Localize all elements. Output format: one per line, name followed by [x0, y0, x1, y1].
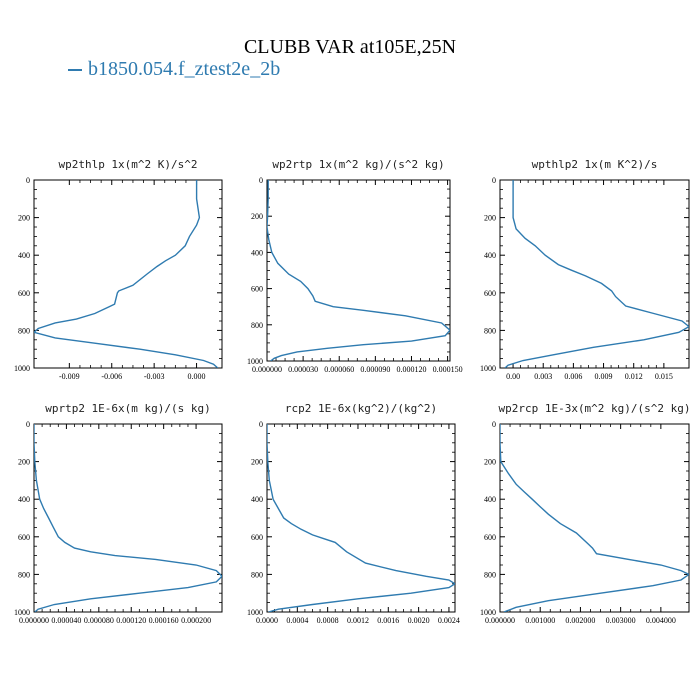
panel-6-xtick-label: 0.002000 — [565, 616, 595, 625]
panel-4-xtick-label: 0.000040 — [51, 616, 81, 625]
panel-3-xtick-label: 0.009 — [595, 372, 613, 381]
panel-2-xtick-label: 0.000060 — [324, 365, 354, 374]
panel-3-xtick-label: 0.006 — [564, 372, 582, 381]
panel-6-ytick-label: 0 — [492, 420, 496, 429]
panel-4-ytick-label: 600 — [18, 533, 30, 542]
panel-1-ytick-label: 600 — [18, 289, 30, 298]
panel-4-title: wprtp2 1E-6x(m kg)/(s kg) — [45, 402, 211, 415]
legend-label: b1850.054.f_ztest2e_2b — [88, 58, 281, 80]
panel-5-xtick-label: 0.0004 — [286, 616, 308, 625]
panel-1-xtick-label: -0.009 — [59, 372, 80, 381]
panel-3-frame — [499, 179, 690, 369]
panel-5-xtick-label: 0.0016 — [377, 616, 399, 625]
panel-6-xtick-label: 0.000000 — [485, 616, 515, 625]
panel-5-xtick-label: 0.0008 — [317, 616, 339, 625]
panel-5-ytick-label: 600 — [251, 533, 263, 542]
panel-4-ytick-label: 1000 — [14, 608, 30, 617]
panel-4-series-line — [34, 424, 222, 612]
panel-5-xtick-label: 0.0024 — [438, 616, 460, 625]
panel-6-xtick-label: 0.003000 — [606, 616, 636, 625]
panel-5-ytick-label: 0 — [259, 420, 263, 429]
panel-2-ytick-label: 0 — [259, 176, 263, 185]
panel-3-series-line — [504, 180, 689, 368]
legend-line-swatch — [68, 69, 82, 72]
panel-5-xtick-label: 0.0000 — [256, 616, 278, 625]
panel-3-ytick-label: 400 — [484, 251, 496, 260]
panel-4-xtick-label: 0.000000 — [19, 616, 49, 625]
figure-title: CLUBB VAR at105E,25N — [243, 36, 457, 58]
panel-1-frame — [33, 179, 223, 369]
panel-2-ytick-label: 400 — [251, 248, 263, 257]
panel-6-title: wp2rcp 1E-3x(m^2 kg)/(s^2 kg) — [498, 402, 690, 415]
panel-1-ytick-label: 400 — [18, 251, 30, 260]
panel-1-ytick-label: 800 — [18, 326, 30, 335]
panel-3-xtick-label: 0.012 — [625, 372, 643, 381]
panel-2-series-line — [267, 180, 450, 361]
panel-5-title: rcp2 1E-6x(kg^2)/(kg^2) — [285, 402, 437, 415]
panel-6-xtick-label: 0.001000 — [525, 616, 555, 625]
panel-3-ytick-label: 200 — [484, 214, 496, 223]
panel-6-ytick-label: 400 — [484, 495, 496, 504]
panel-2-frame — [266, 179, 451, 362]
panel-1-ytick-label: 0 — [26, 176, 30, 185]
panel-5-frame — [266, 423, 456, 613]
panel-1-xtick-label: -0.003 — [144, 372, 165, 381]
panel-5-ytick-label: 1000 — [247, 608, 263, 617]
panel-5-ytick-label: 800 — [251, 570, 263, 579]
panel-4-ytick-label: 400 — [18, 495, 30, 504]
panel-6-series-line — [500, 424, 689, 612]
panel-4-ytick-label: 0 — [26, 420, 30, 429]
panel-2-xtick-label: 0.000090 — [360, 365, 390, 374]
panel-2-title: wp2rtp 1x(m^2 kg)/(s^2 kg) — [272, 158, 444, 171]
panel-5-xtick-label: 0.0012 — [347, 616, 369, 625]
panel-2-xtick-label: 0.000150 — [433, 365, 463, 374]
panel-4-xtick-label: 0.000080 — [84, 616, 114, 625]
panel-1-ytick-label: 200 — [18, 214, 30, 223]
panel-4-ytick-label: 800 — [18, 570, 30, 579]
panel-6-ytick-label: 1000 — [480, 608, 496, 617]
panel-5-ytick-label: 200 — [251, 458, 263, 467]
panel-6-xtick-label: 0.004000 — [646, 616, 676, 625]
panel-1-xtick-label: -0.006 — [101, 372, 122, 381]
panel-6-ytick-label: 600 — [484, 533, 496, 542]
panel-2-ytick-label: 200 — [251, 212, 263, 221]
panel-3-xtick-label: 0.003 — [534, 372, 552, 381]
panel-2-xtick-label: 0.000030 — [288, 365, 318, 374]
panel-4-xtick-label: 0.000200 — [181, 616, 211, 625]
panel-3-ytick-label: 600 — [484, 289, 496, 298]
panel-3-ytick-label: 1000 — [480, 364, 496, 373]
panel-4-ytick-label: 200 — [18, 458, 30, 467]
panel-3-title: wpthlp2 1x(m K^2)/s — [532, 158, 658, 171]
panel-4-xtick-label: 0.000160 — [149, 616, 179, 625]
panel-3-ytick-label: 0 — [492, 176, 496, 185]
panel-3-xtick-label: 0.00 — [506, 372, 520, 381]
panel-2-ytick-label: 600 — [251, 285, 263, 294]
panel-5-series-line — [267, 424, 455, 612]
panel-1-ytick-label: 1000 — [14, 364, 30, 373]
panel-5-xtick-label: 0.0020 — [408, 616, 430, 625]
panel-2-ytick-label: 1000 — [247, 357, 263, 366]
panel-5-ytick-label: 400 — [251, 495, 263, 504]
panel-6-ytick-label: 800 — [484, 570, 496, 579]
panel-1-xtick-label: 0.000 — [188, 372, 206, 381]
panel-3-ytick-label: 800 — [484, 326, 496, 335]
panel-3-xtick-label: 0.015 — [655, 372, 673, 381]
legend: b1850.054.f_ztest2e_2b — [68, 58, 280, 81]
panel-2-xtick-label: 0.000120 — [396, 365, 426, 374]
panel-1-title: wp2thlp 1x(m^2 K)/s^2 — [58, 158, 197, 171]
panel-4-frame — [33, 423, 223, 613]
panel-2-ytick-label: 800 — [251, 321, 263, 330]
panel-2-xtick-label: 0.000000 — [252, 365, 282, 374]
panel-6-ytick-label: 200 — [484, 458, 496, 467]
panel-1-series-line — [34, 180, 219, 368]
panel-4-xtick-label: 0.000120 — [116, 616, 146, 625]
